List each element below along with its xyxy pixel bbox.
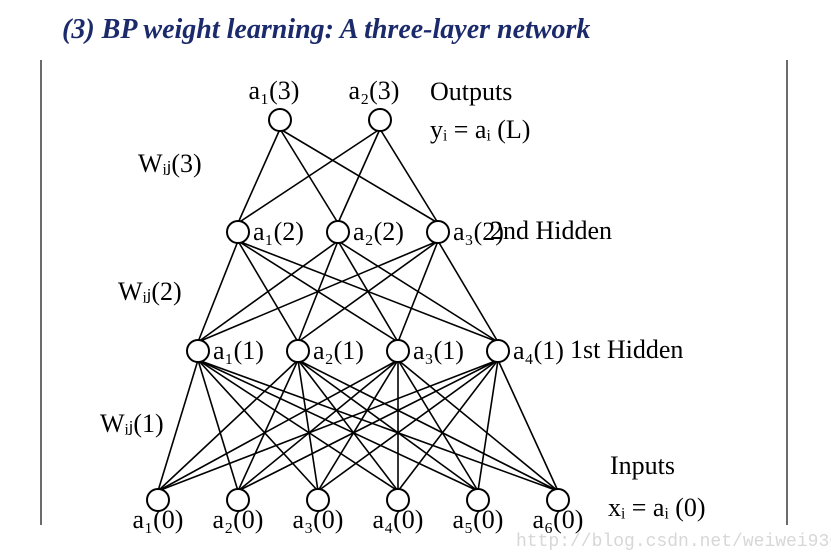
- node-hidden2-0: [227, 221, 249, 243]
- node-label: a₁(3): [249, 76, 300, 105]
- frame-right: [786, 60, 788, 525]
- weight-label-hidden2: Wᵢⱼ(3): [138, 149, 202, 178]
- edge: [298, 360, 478, 491]
- node-label: a₄(0): [373, 505, 424, 534]
- node-outputs-0: [269, 109, 291, 131]
- node-label: a₂(1): [313, 336, 364, 365]
- layer-title-hidden2: 2nd Hidden: [490, 216, 612, 245]
- node-hidden1-1: [287, 340, 309, 362]
- node-label: a₄(1): [513, 336, 564, 365]
- edge: [198, 360, 558, 491]
- weight-label-hidden1: Wᵢⱼ(2): [118, 277, 182, 306]
- edge: [438, 241, 498, 342]
- page-title: (3) BP weight learning: A three-layer ne…: [62, 14, 590, 46]
- edge: [298, 360, 398, 491]
- layer-equation-outputs: yᵢ = aᵢ (L): [430, 115, 530, 144]
- edge: [238, 241, 498, 342]
- node-hidden1-2: [387, 340, 409, 362]
- node-label: a₅(0): [453, 505, 504, 534]
- node-label: a₂(0): [213, 505, 264, 534]
- layer-title-inputs: Inputs: [610, 451, 675, 480]
- weight-label-inputs: Wᵢⱼ(1): [100, 409, 164, 438]
- node-hidden1-0: [187, 340, 209, 362]
- layer-title-outputs: Outputs: [430, 77, 512, 106]
- edge: [478, 360, 498, 491]
- network-diagram: a₁(0) a₂(0) a₃(0) a₄(0) a₅(0) a₆(0) Inputs xᵢ =…: [0, 0, 831, 555]
- node-label: a₃(0): [293, 505, 344, 534]
- node-label: a₂(3): [349, 76, 400, 105]
- edge: [198, 360, 318, 491]
- node-label: a₁(2): [253, 217, 304, 246]
- node-hidden2-2: [427, 221, 449, 243]
- node-label: a₂(2): [353, 217, 404, 246]
- edge: [398, 360, 478, 491]
- layer-title-hidden1: 1st Hidden: [570, 335, 683, 364]
- node-label: a₃(1): [413, 336, 464, 365]
- edge: [498, 360, 558, 491]
- node-hidden2-1: [327, 221, 349, 243]
- edge: [238, 241, 298, 342]
- watermark-url: http://blog.csdn.net/weiwei9363: [516, 532, 831, 552]
- edge: [318, 360, 498, 491]
- edge: [238, 360, 398, 491]
- frame-left: [40, 60, 42, 525]
- layer-equation-inputs: xᵢ = aᵢ (0): [608, 493, 706, 522]
- node-hidden1-3: [487, 340, 509, 362]
- edge: [398, 360, 558, 491]
- node-label: a₆(0): [533, 505, 584, 534]
- node-label: a₁(1): [213, 336, 264, 365]
- edge: [198, 360, 238, 491]
- edge: [280, 129, 338, 223]
- node-label: a₁(0): [133, 505, 184, 534]
- node-outputs-1: [369, 109, 391, 131]
- edge: [238, 360, 298, 491]
